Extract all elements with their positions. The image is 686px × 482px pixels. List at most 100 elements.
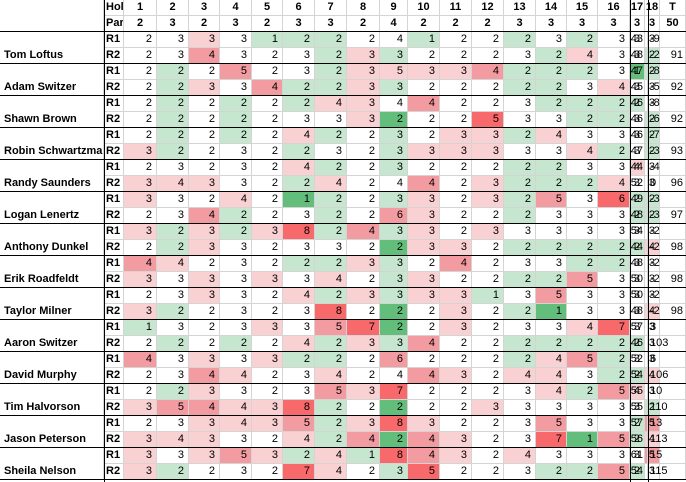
score-cell[interactable]: 3 bbox=[408, 288, 440, 304]
hole-number[interactable]: 7 bbox=[315, 0, 347, 16]
score-cell[interactable]: 2 bbox=[440, 336, 472, 352]
score-cell[interactable]: 2 bbox=[283, 80, 315, 96]
score-cell[interactable]: 3 bbox=[157, 48, 189, 64]
score-cell[interactable]: 2 bbox=[472, 448, 504, 464]
score-cell[interactable]: 2 bbox=[536, 96, 567, 112]
score-cell[interactable]: 3 bbox=[220, 432, 252, 448]
score-cell[interactable]: 3 bbox=[567, 224, 598, 240]
hole-par[interactable]: 2 bbox=[347, 16, 380, 32]
score-cell[interactable]: 3 bbox=[440, 64, 472, 80]
round-label[interactable]: R2 bbox=[104, 272, 124, 288]
score-cell[interactable]: 2 bbox=[567, 176, 598, 192]
hole-number[interactable]: 12 bbox=[472, 0, 504, 16]
total-header[interactable]: T bbox=[660, 0, 686, 16]
score-cell[interactable]: 3 bbox=[504, 416, 536, 432]
score-cell[interactable]: 2 bbox=[472, 384, 504, 400]
score-cell[interactable]: 2 bbox=[315, 208, 347, 224]
score-cell[interactable]: 3 bbox=[157, 208, 189, 224]
round-total[interactable]: 47 bbox=[630, 144, 648, 160]
score-cell[interactable]: 2 bbox=[504, 272, 536, 288]
score-cell[interactable]: 2 bbox=[440, 96, 472, 112]
score-cell[interactable]: 2 bbox=[347, 176, 380, 192]
score-cell[interactable]: 2 bbox=[567, 464, 598, 480]
score-cell[interactable]: 2 bbox=[504, 160, 536, 176]
score-cell[interactable]: 2 bbox=[252, 192, 283, 208]
score-cell[interactable]: 2 bbox=[440, 176, 472, 192]
round-diff[interactable]: -2 bbox=[648, 288, 686, 304]
hole-par[interactable]: 3 bbox=[315, 16, 347, 32]
score-cell[interactable]: 3 bbox=[252, 448, 283, 464]
score-cell[interactable]: 2 bbox=[220, 112, 252, 128]
score-cell[interactable]: 2 bbox=[567, 112, 598, 128]
score-cell[interactable]: 3 bbox=[124, 224, 157, 240]
round-total[interactable]: 48 bbox=[630, 256, 648, 272]
score-cell[interactable]: 2 bbox=[189, 336, 220, 352]
round-diff[interactable]: 110 bbox=[648, 400, 686, 416]
score-cell[interactable]: 2 bbox=[598, 352, 630, 368]
round-total[interactable]: 46 bbox=[630, 336, 648, 352]
hole-par[interactable]: 3 bbox=[536, 16, 567, 32]
score-cell[interactable]: 5 bbox=[567, 352, 598, 368]
score-cell[interactable]: 2 bbox=[408, 304, 440, 320]
score-cell[interactable]: 3 bbox=[504, 432, 536, 448]
score-cell[interactable]: 8 bbox=[315, 304, 347, 320]
score-cell[interactable]: 2 bbox=[315, 128, 347, 144]
player-points[interactable]: 98 bbox=[666, 304, 686, 320]
hole-par[interactable]: 3 bbox=[567, 16, 598, 32]
hole-number[interactable]: 11 bbox=[440, 0, 472, 16]
score-cell[interactable]: 3 bbox=[252, 352, 283, 368]
score-cell[interactable]: 2 bbox=[472, 96, 504, 112]
score-cell[interactable]: 2 bbox=[157, 240, 189, 256]
round-total[interactable]: 49 bbox=[630, 192, 648, 208]
score-cell[interactable]: 4 bbox=[408, 432, 440, 448]
score-cell[interactable]: 2 bbox=[408, 128, 440, 144]
score-cell[interactable]: 4 bbox=[220, 368, 252, 384]
score-cell[interactable]: 2 bbox=[567, 64, 598, 80]
score-cell[interactable]: 3 bbox=[220, 272, 252, 288]
score-cell[interactable]: 3 bbox=[124, 464, 157, 480]
score-cell[interactable]: 2 bbox=[220, 208, 252, 224]
round-total[interactable]: 57 bbox=[630, 416, 648, 432]
score-cell[interactable]: 3 bbox=[598, 160, 630, 176]
round-total[interactable]: 44 bbox=[630, 240, 648, 256]
score-cell[interactable]: 3 bbox=[157, 448, 189, 464]
score-cell[interactable]: 4 bbox=[124, 256, 157, 272]
score-cell[interactable]: 2 bbox=[504, 128, 536, 144]
score-cell[interactable]: 1 bbox=[408, 32, 440, 48]
score-cell[interactable]: 3 bbox=[504, 288, 536, 304]
score-cell[interactable]: 3 bbox=[440, 368, 472, 384]
score-cell[interactable]: 4 bbox=[408, 448, 440, 464]
score-cell[interactable]: 4 bbox=[536, 384, 567, 400]
score-cell[interactable]: 3 bbox=[157, 352, 189, 368]
score-cell[interactable]: 3 bbox=[283, 384, 315, 400]
score-cell[interactable]: 2 bbox=[315, 432, 347, 448]
round-label[interactable]: R1 bbox=[104, 224, 124, 240]
round-diff[interactable]: -8 bbox=[648, 64, 686, 80]
round-label[interactable]: R2 bbox=[104, 48, 124, 64]
round-total[interactable]: 46 bbox=[630, 112, 648, 128]
score-cell[interactable]: 2 bbox=[347, 272, 380, 288]
score-cell[interactable]: 2 bbox=[536, 272, 567, 288]
round-total[interactable]: 54 bbox=[630, 464, 648, 480]
score-cell[interactable]: 5 bbox=[598, 464, 630, 480]
score-cell[interactable]: 2 bbox=[252, 256, 283, 272]
score-cell[interactable]: 3 bbox=[347, 80, 380, 96]
score-cell[interactable]: 3 bbox=[472, 224, 504, 240]
score-cell[interactable]: 8 bbox=[283, 224, 315, 240]
round-label[interactable]: R2 bbox=[104, 368, 124, 384]
score-cell[interactable]: 3 bbox=[408, 416, 440, 432]
score-cell[interactable]: 3 bbox=[189, 384, 220, 400]
score-cell[interactable]: 2 bbox=[124, 160, 157, 176]
hole-number[interactable]: 1 bbox=[124, 0, 157, 16]
score-cell[interactable]: 3 bbox=[598, 224, 630, 240]
score-cell[interactable]: 3 bbox=[189, 288, 220, 304]
score-cell[interactable]: 4 bbox=[315, 176, 347, 192]
round-total[interactable]: 47 bbox=[630, 64, 648, 80]
round-diff[interactable]: 6 bbox=[648, 352, 686, 368]
score-cell[interactable]: 4 bbox=[598, 176, 630, 192]
score-cell[interactable]: 4 bbox=[504, 368, 536, 384]
round-label[interactable]: R1 bbox=[104, 192, 124, 208]
score-cell[interactable]: 3 bbox=[220, 384, 252, 400]
score-cell[interactable]: 2 bbox=[536, 80, 567, 96]
score-cell[interactable]: 3 bbox=[472, 144, 504, 160]
